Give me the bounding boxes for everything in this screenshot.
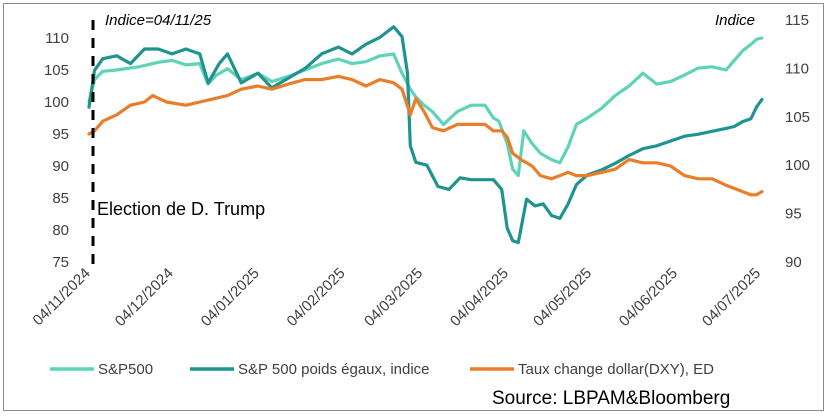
series-line-3: [87, 74, 764, 197]
left-tick-label: 85: [52, 190, 69, 207]
x-axis: 04/11/2024 04/12/2024 04/01/2025 04/02/2025…: [30, 265, 765, 330]
right-tick-label: 110: [785, 60, 809, 77]
x-tick-label: 04/06/2025: [616, 265, 681, 330]
annotation-top: Indice=04/11/25: [105, 12, 212, 29]
x-tick-label: 04/12/2024: [112, 265, 177, 330]
x-tick-label: 04/07/2025: [699, 265, 764, 330]
right-tick-label: 115: [785, 12, 809, 29]
left-tick-label: 105: [44, 62, 69, 79]
right-tick-label: 95: [785, 206, 802, 223]
series-line-1: [87, 36, 764, 178]
left-tick-label: 110: [45, 30, 69, 47]
left-tick-label: 80: [52, 222, 69, 239]
x-tick-label: 04/04/2025: [447, 265, 512, 330]
left-tick-label: 95: [52, 126, 69, 143]
event-label: Election de D. Trump: [97, 199, 265, 219]
x-tick-label: 04/03/2025: [361, 265, 426, 330]
right-axis-title: Indice: [715, 12, 755, 29]
left-tick-label: 75: [52, 254, 69, 271]
right-axis: 90 95 100 105 110 115: [785, 12, 810, 271]
source-label: Source: LBPAM&Bloomberg: [492, 388, 730, 409]
legend-label-1: S&P500: [98, 361, 153, 378]
left-axis: 75 80 85 90 95 100 105 110: [44, 30, 69, 271]
x-tick-label: 04/02/2025: [284, 265, 349, 330]
legend: S&P500 S&P 500 poids égaux, indice Taux ch…: [50, 361, 714, 378]
series-line-2: [87, 25, 764, 245]
left-tick-label: 90: [52, 158, 69, 175]
left-tick-label: 100: [44, 94, 69, 111]
chart-frame: [3, 3, 824, 411]
right-tick-label: 100: [785, 157, 810, 174]
legend-label-2: S&P 500 poids égaux, indice: [238, 361, 430, 378]
x-tick-label: 04/11/2024: [30, 265, 94, 329]
right-tick-label: 105: [785, 109, 810, 126]
right-tick-label: 90: [785, 254, 802, 271]
legend-label-3: Taux change dollar(DXY), ED: [518, 361, 714, 378]
x-tick-label: 04/05/2025: [530, 265, 595, 330]
x-tick-label: 04/01/2025: [198, 265, 263, 330]
series-lines: [87, 25, 764, 245]
